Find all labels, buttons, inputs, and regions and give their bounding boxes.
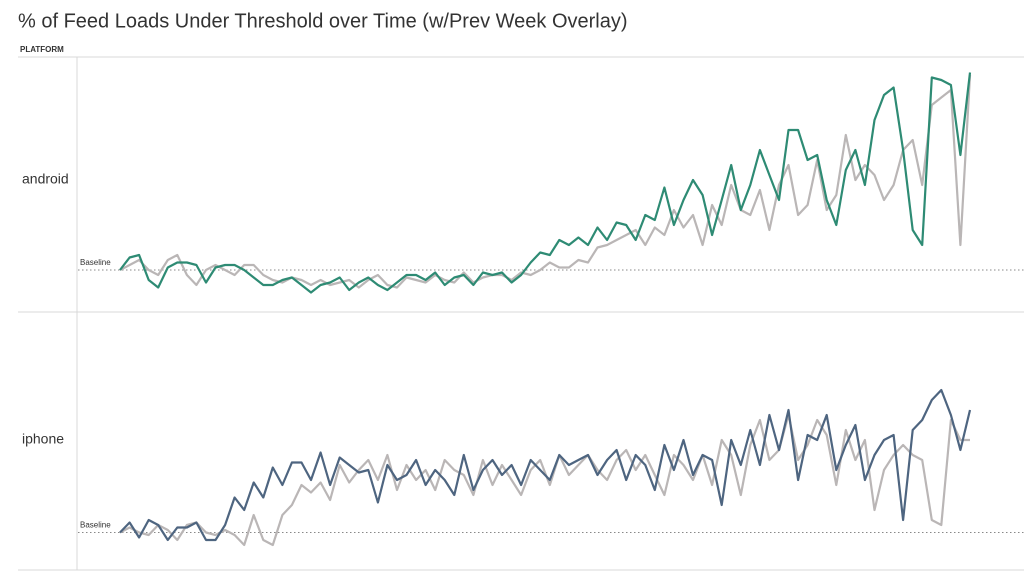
baseline-label: Baseline	[80, 258, 111, 267]
series-line	[119, 413, 970, 547]
series-line	[119, 388, 972, 542]
facet-header: PLATFORM	[20, 45, 64, 54]
panel-label: iphone	[22, 431, 64, 447]
baseline-label: Baseline	[80, 521, 111, 530]
series-line	[119, 74, 972, 289]
chart-title: % of Feed Loads Under Threshold over Tim…	[18, 10, 628, 32]
panel-label: android	[22, 171, 69, 187]
series-line	[119, 72, 972, 294]
